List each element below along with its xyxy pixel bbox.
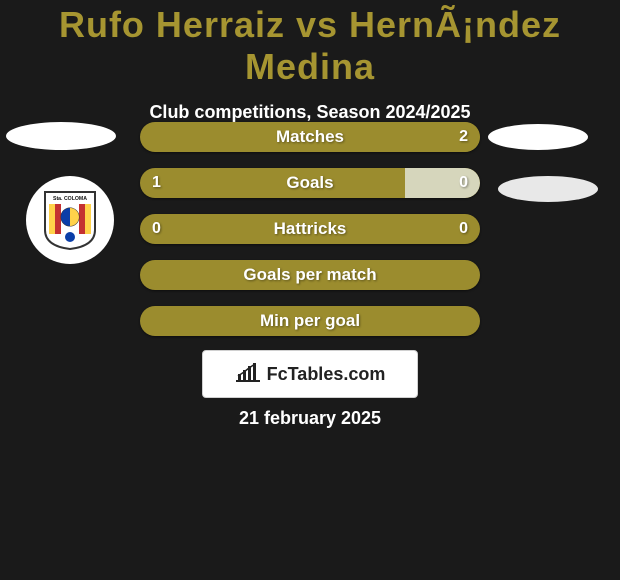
player-right-blob xyxy=(488,124,588,150)
stat-bars: Matches 2 1 Goals 0 0 Hattricks 0 Goals … xyxy=(140,122,480,352)
stat-row-goals: 1 Goals 0 xyxy=(140,168,480,198)
footer-date: 21 february 2025 xyxy=(0,408,620,429)
stat-name: Goals xyxy=(140,168,480,198)
stat-right-value: 0 xyxy=(459,168,468,198)
stat-name: Matches xyxy=(140,122,480,152)
bar-chart-icon xyxy=(235,362,261,387)
stat-name: Goals per match xyxy=(140,260,480,290)
stat-right-value: 2 xyxy=(459,122,468,152)
brand-text: FcTables.com xyxy=(267,364,386,385)
stat-row-goals-per-match: Goals per match xyxy=(140,260,480,290)
stat-row-hattricks: 0 Hattricks 0 xyxy=(140,214,480,244)
club-right-blob xyxy=(498,176,598,202)
crest-ball-icon xyxy=(65,232,75,242)
page-title: Rufo Herraiz vs HernÃ¡ndez Medina xyxy=(0,0,620,88)
brand-box[interactable]: FcTables.com xyxy=(202,350,418,398)
stat-right-value: 0 xyxy=(459,214,468,244)
shield-icon: Sta. COLOMA xyxy=(43,190,97,250)
crest-top-text: Sta. COLOMA xyxy=(53,196,87,202)
stat-name: Min per goal xyxy=(140,306,480,336)
stat-row-matches: Matches 2 xyxy=(140,122,480,152)
player-left-blob xyxy=(6,122,116,150)
stat-row-min-per-goal: Min per goal xyxy=(140,306,480,336)
comparison-card: Rufo Herraiz vs HernÃ¡ndez Medina Club c… xyxy=(0,0,620,580)
stat-name: Hattricks xyxy=(140,214,480,244)
subtitle: Club competitions, Season 2024/2025 xyxy=(0,102,620,123)
club-crest: Sta. COLOMA xyxy=(26,176,114,264)
